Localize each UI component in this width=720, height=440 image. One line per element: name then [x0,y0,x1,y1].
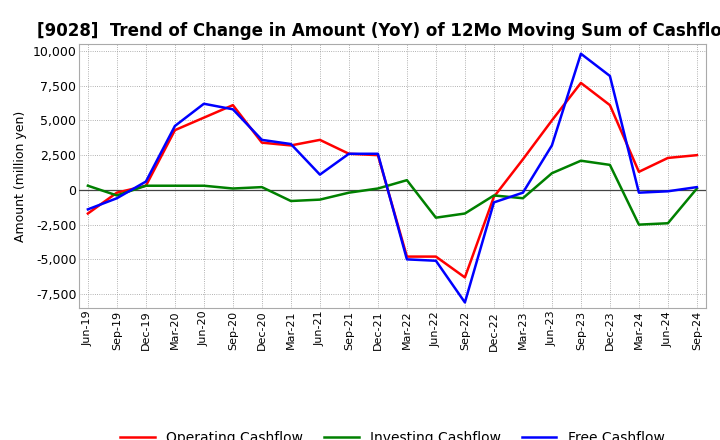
Operating Cashflow [258,140,266,145]
Line: Free Cashflow: Free Cashflow [88,54,697,302]
Operating Cashflow [402,254,411,259]
Free Cashflow [315,172,324,177]
Operating Cashflow [199,115,208,120]
Investing Cashflow [634,222,643,227]
Investing Cashflow [258,184,266,190]
Investing Cashflow [518,196,527,201]
Investing Cashflow [228,186,237,191]
Operating Cashflow [490,194,498,199]
Investing Cashflow [171,183,179,188]
Investing Cashflow [315,197,324,202]
Line: Investing Cashflow: Investing Cashflow [88,161,697,225]
Investing Cashflow [402,177,411,183]
Investing Cashflow [142,183,150,188]
Operating Cashflow [345,151,354,156]
Free Cashflow [490,200,498,205]
Operating Cashflow [84,211,92,216]
Investing Cashflow [199,183,208,188]
Operating Cashflow [664,155,672,161]
Legend: Operating Cashflow, Investing Cashflow, Free Cashflow: Operating Cashflow, Investing Cashflow, … [114,426,670,440]
Y-axis label: Amount (million yen): Amount (million yen) [14,110,27,242]
Investing Cashflow [490,193,498,198]
Investing Cashflow [577,158,585,163]
Operating Cashflow [693,153,701,158]
Operating Cashflow [315,137,324,143]
Free Cashflow [431,258,440,264]
Free Cashflow [287,141,295,147]
Free Cashflow [577,51,585,56]
Free Cashflow [142,179,150,184]
Free Cashflow [345,151,354,156]
Operating Cashflow [518,157,527,162]
Operating Cashflow [112,190,121,195]
Investing Cashflow [664,220,672,226]
Free Cashflow [606,73,614,79]
Investing Cashflow [345,190,354,195]
Investing Cashflow [84,183,92,188]
Investing Cashflow [112,193,121,198]
Operating Cashflow [431,254,440,259]
Investing Cashflow [461,211,469,216]
Investing Cashflow [431,215,440,220]
Investing Cashflow [606,162,614,168]
Free Cashflow [402,257,411,262]
Free Cashflow [518,190,527,195]
Operating Cashflow [461,275,469,280]
Free Cashflow [461,300,469,305]
Free Cashflow [199,101,208,106]
Operating Cashflow [548,118,557,123]
Free Cashflow [112,196,121,201]
Operating Cashflow [171,128,179,133]
Operating Cashflow [606,103,614,108]
Operating Cashflow [374,153,382,158]
Free Cashflow [228,106,237,112]
Title: [9028]  Trend of Change in Amount (YoY) of 12Mo Moving Sum of Cashflows: [9028] Trend of Change in Amount (YoY) o… [37,22,720,40]
Free Cashflow [548,143,557,148]
Operating Cashflow [287,143,295,148]
Free Cashflow [171,123,179,128]
Investing Cashflow [287,198,295,204]
Free Cashflow [84,207,92,212]
Line: Operating Cashflow: Operating Cashflow [88,83,697,278]
Free Cashflow [634,190,643,195]
Free Cashflow [693,184,701,190]
Investing Cashflow [693,186,701,191]
Free Cashflow [258,137,266,143]
Operating Cashflow [577,80,585,85]
Free Cashflow [374,151,382,156]
Operating Cashflow [634,169,643,175]
Operating Cashflow [142,183,150,188]
Investing Cashflow [548,171,557,176]
Investing Cashflow [374,186,382,191]
Operating Cashflow [228,103,237,108]
Free Cashflow [664,189,672,194]
